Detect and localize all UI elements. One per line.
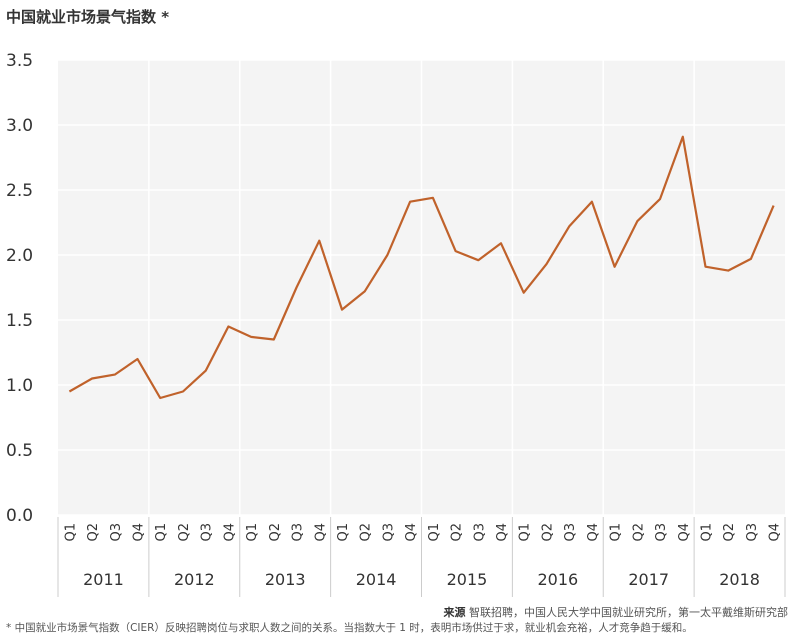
x-tick-label: Q2 bbox=[540, 523, 555, 542]
x-tick-label: Q1 bbox=[245, 523, 260, 542]
gridlines bbox=[58, 59, 785, 516]
x-tick-label: Q4 bbox=[313, 523, 328, 542]
x-tick-label: Q2 bbox=[450, 523, 465, 542]
x-tick-label: Q3 bbox=[654, 523, 669, 542]
x-tick-label: Q4 bbox=[404, 523, 419, 542]
chart-title: 中国就业市场景气指数 * bbox=[6, 8, 170, 26]
year-label: 2014 bbox=[356, 570, 397, 589]
year-label: 2013 bbox=[265, 570, 306, 589]
y-tick-label: 3.0 bbox=[6, 116, 33, 136]
x-tick-label: Q2 bbox=[177, 523, 192, 542]
x-axis: Q1 Q2 Q3 Q4 Q1 Q2 Q3 Q4 Q1 Q2 Q3 Q4 Q1 Q2 Q3 Q4 Q1 Q2 Q3 Q4… bbox=[57, 517, 786, 597]
series-line bbox=[68, 135, 775, 400]
x-tick-label: Q4 bbox=[222, 523, 237, 542]
y-tick-label: 2.5 bbox=[6, 181, 33, 201]
source-label: 来源 bbox=[443, 606, 466, 619]
y-tick-label: 0.5 bbox=[6, 441, 33, 461]
y-tick-label: 1.5 bbox=[6, 311, 33, 331]
x-tick-label: Q1 bbox=[699, 523, 714, 542]
x-tick-label: Q1 bbox=[63, 523, 78, 542]
year-label: 2015 bbox=[447, 570, 488, 589]
footnote: * 中国就业市场景气指数（CIER）反映招聘岗位与求职人数之间的关系。当指数大于… bbox=[6, 622, 693, 634]
x-tick-label: Q2 bbox=[86, 523, 101, 542]
x-tick-label: Q1 bbox=[518, 523, 533, 542]
x-tick-label: Q4 bbox=[768, 523, 783, 542]
x-tick-label: Q1 bbox=[609, 523, 624, 542]
x-tick-label: Q3 bbox=[109, 523, 124, 542]
y-tick-label: 0.0 bbox=[6, 506, 33, 526]
year-label: 2012 bbox=[174, 570, 215, 589]
x-tick-label: Q1 bbox=[427, 523, 442, 542]
year-label: 2017 bbox=[628, 570, 669, 589]
x-tick-label: Q3 bbox=[472, 523, 487, 542]
x-tick-label: Q2 bbox=[268, 523, 283, 542]
source-text: 智联招聘，中国人民大学中国就业研究所，第一太平戴维斯研究部 bbox=[469, 606, 788, 619]
x-tick-label: Q4 bbox=[586, 523, 601, 542]
x-tick-label: Q3 bbox=[291, 523, 306, 542]
x-tick-label: Q3 bbox=[200, 523, 215, 542]
year-label: 2018 bbox=[719, 570, 760, 589]
x-tick-label: Q2 bbox=[359, 523, 374, 542]
x-tick-label: Q1 bbox=[336, 523, 351, 542]
year-label: 2016 bbox=[537, 570, 578, 589]
x-tick-label: Q2 bbox=[722, 523, 737, 542]
y-tick-label: 1.0 bbox=[6, 376, 33, 396]
y-axis: 0.0 0.5 1.0 1.5 2.0 2.5 3.0 3.5 bbox=[6, 51, 33, 526]
x-tick-label: Q3 bbox=[381, 523, 396, 542]
x-tick-label: Q3 bbox=[745, 523, 760, 542]
x-tick-label: Q2 bbox=[631, 523, 646, 542]
y-tick-label: 3.5 bbox=[6, 51, 33, 71]
x-tick-label: Q3 bbox=[563, 523, 578, 542]
source-note: 来源 智联招聘，中国人民大学中国就业研究所，第一太平戴维斯研究部 bbox=[444, 604, 789, 620]
x-tick-label: Q4 bbox=[677, 523, 692, 542]
x-tick-label: Q4 bbox=[495, 523, 510, 542]
x-tick-label: Q1 bbox=[154, 523, 169, 542]
line-chart: 0.00.51.01.52.02.53.03.5 Q1 Q2 Q3 Q4 Q1 Q2 Q3 Q… bbox=[6, 51, 786, 597]
x-tick-label: Q4 bbox=[132, 523, 147, 542]
y-tick-label: 2.0 bbox=[6, 246, 33, 266]
year-label: 2011 bbox=[83, 570, 124, 589]
